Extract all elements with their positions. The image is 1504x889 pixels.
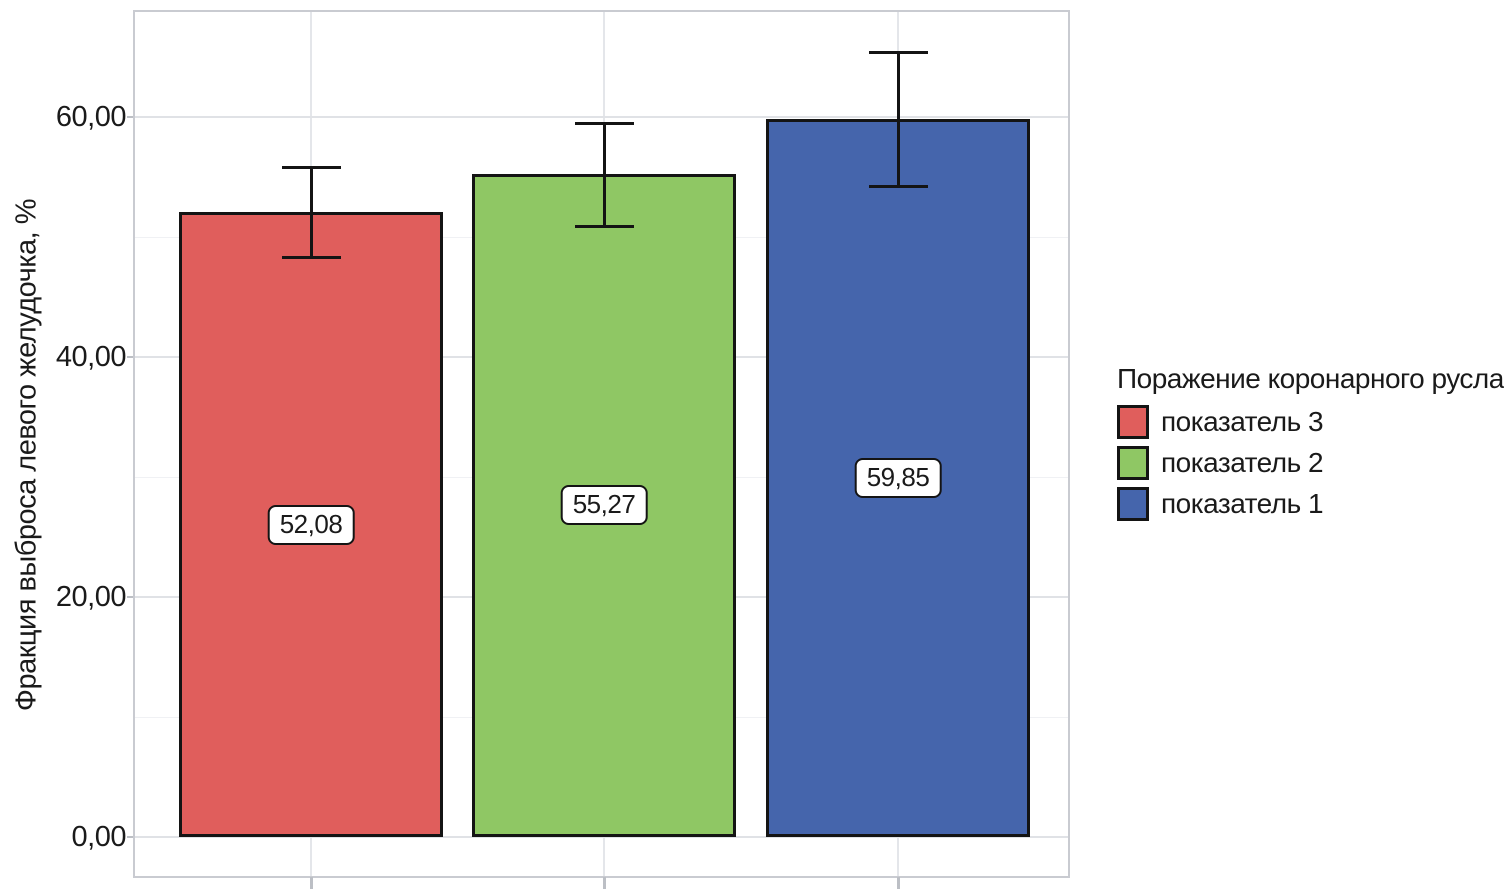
legend-item: показатель 3: [1117, 404, 1503, 439]
error-bar-cap-top: [281, 165, 341, 169]
y-tick-label: 0,00: [71, 821, 127, 853]
x-tick-mark: [309, 877, 313, 889]
y-axis-title: Фракция выброса левого желудочка, %: [10, 198, 43, 712]
legend-label: показатель 3: [1161, 405, 1324, 437]
error-bar-cap-bottom: [868, 185, 928, 189]
error-bar-line: [896, 52, 900, 187]
error-bar-cap-bottom: [281, 255, 341, 259]
legend-swatch-green: [1117, 445, 1149, 480]
bar-value-label: 52,08: [267, 504, 355, 545]
bar-value-label: 55,27: [560, 485, 648, 526]
legend-label: показатель 2: [1161, 446, 1324, 478]
y-tick-mark: [127, 596, 135, 598]
bar-показатель-2: [472, 173, 736, 837]
error-bar-line: [602, 123, 606, 227]
major-gridline: [135, 836, 1068, 838]
plot-area: 52,08 55,27 59,85: [133, 10, 1070, 878]
error-bar-cap-top: [868, 50, 928, 54]
x-tick-mark: [896, 877, 900, 889]
error-bar-cap-top: [574, 121, 634, 125]
y-tick-label: 40,00: [55, 341, 127, 373]
legend-swatch-red: [1117, 404, 1149, 439]
legend-swatch-blue: [1117, 486, 1149, 521]
legend-item: показатель 2: [1117, 445, 1503, 480]
major-gridline: [135, 116, 1068, 118]
legend-title: Поражение коронарного русла: [1117, 363, 1504, 394]
y-tick-mark: [127, 356, 135, 358]
legend-label: показатель 1: [1161, 487, 1324, 519]
legend-item: показатель 1: [1117, 486, 1503, 521]
error-bar-line: [309, 167, 313, 258]
bar-value-label: 59,85: [854, 457, 942, 498]
y-tick-label: 20,00: [55, 581, 127, 613]
error-bar-cap-bottom: [574, 224, 634, 228]
y-tick-mark: [127, 116, 135, 118]
x-tick-mark: [602, 877, 606, 889]
legend: Поражение коронарного русла показатель 3…: [1117, 363, 1504, 528]
y-tick-mark: [127, 836, 135, 838]
y-tick-label: 60,00: [55, 101, 127, 133]
